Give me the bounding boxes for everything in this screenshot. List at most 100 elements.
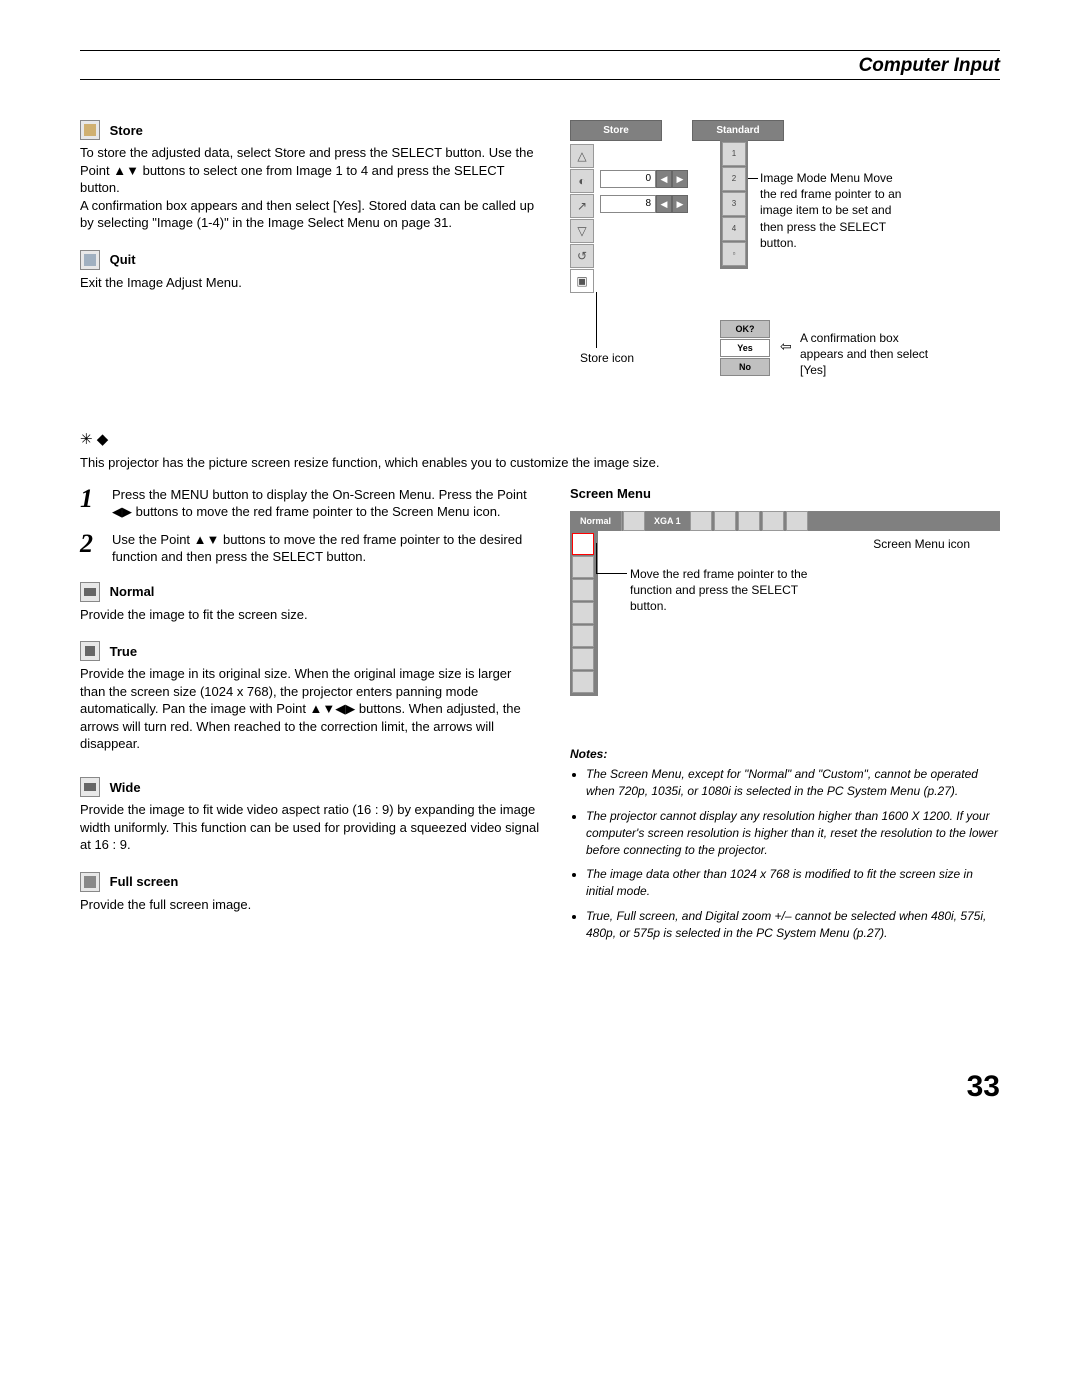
store-icon <box>80 120 100 140</box>
osd1-confirm-box: OK? Yes No <box>720 320 770 377</box>
normal-text: Provide the image to fit the screen size… <box>80 606 540 624</box>
screen-menu-title: Screen Menu <box>570 486 1000 501</box>
osd2-bar-icon-1 <box>623 511 645 531</box>
note-item: The image data other than 1024 x 768 is … <box>586 866 1000 900</box>
step-2-number: 2 <box>80 531 100 566</box>
true-section: True Provide the image in its original s… <box>80 641 540 753</box>
notes-list: The Screen Menu, except for "Normal" and… <box>570 766 1000 941</box>
notes-block: Notes: The Screen Menu, except for "Norm… <box>570 746 1000 942</box>
osd1-arrow-confirm: ⇦ <box>780 338 792 355</box>
osd2-bar: Normal XGA 1 <box>570 511 1000 531</box>
wide-icon <box>80 777 100 797</box>
osd1-up-icon: △ <box>570 144 594 168</box>
osd1-leader-store <box>596 292 597 348</box>
quit-heading: Quit <box>110 252 136 267</box>
osd1-top-standard: Standard <box>692 120 784 141</box>
osd1-no: No <box>720 358 770 376</box>
osd1-callout-image-mode: Image Mode Menu Move the red frame point… <box>760 170 910 251</box>
lower-right-column: Screen Menu Normal XGA 1 <box>570 486 1000 950</box>
osd2-bar-icon-4 <box>738 511 760 531</box>
wide-text: Provide the image to fit wide video aspe… <box>80 801 540 854</box>
osd2-bar-icon-5 <box>762 511 784 531</box>
step-1-number: 1 <box>80 486 100 521</box>
osd2-wide-icon <box>572 579 594 601</box>
top-rule <box>80 50 1000 51</box>
lower-left-column: 1 Press the MENU button to display the O… <box>80 486 540 950</box>
osd2-note-icon: Screen Menu icon <box>873 537 970 551</box>
true-heading: True <box>110 644 137 659</box>
resize-intro: This projector has the picture screen re… <box>80 454 1000 472</box>
full-icon <box>80 872 100 892</box>
osd1-ok: OK? <box>720 320 770 338</box>
osd-screen-menu: Normal XGA 1 <box>570 511 1000 696</box>
osd1-left-2: ◀ <box>656 195 672 213</box>
step-2-text: Use the Point ▲▼ buttons to move the red… <box>112 531 540 566</box>
osd2-bar-icon-6 <box>786 511 808 531</box>
page-header: Computer Input <box>80 55 1000 77</box>
section-decoration: ✳ ◆ <box>80 430 1000 448</box>
osd1-yes: Yes <box>720 339 770 357</box>
full-section: Full screen Provide the full screen imag… <box>80 872 540 914</box>
osd1-leader-1 <box>748 178 758 179</box>
osd2-bar-label: Normal <box>570 511 622 531</box>
full-text: Provide the full screen image. <box>80 896 540 914</box>
osd2-custom-icon <box>572 625 594 647</box>
osd1-down-icon: ▽ <box>570 219 594 243</box>
osd2-bar-icon-2 <box>690 511 712 531</box>
osd2-sidebar <box>570 531 598 696</box>
full-heading: Full screen <box>110 874 179 889</box>
osd2-bar-icon-3 <box>714 511 736 531</box>
osd1-val2: 8 <box>600 195 656 213</box>
step-1-text: Press the MENU button to display the On-… <box>112 486 540 521</box>
under-rule <box>80 79 1000 80</box>
true-text: Provide the image in its original size. … <box>80 665 540 753</box>
osd2-note-main: Move the red frame pointer to the functi… <box>630 566 830 615</box>
osd-image-mode: Store Standard △ ◐ ↗ ▽ ↺ ▣ 0 ◀ ▶ 8 <box>570 120 1000 420</box>
page-number: 33 <box>80 1070 1000 1104</box>
osd1-image-list: 1 2 3 4 ▫ <box>720 140 748 269</box>
osd1-img4: 4 <box>722 217 746 241</box>
normal-section: Normal Provide the image to fit the scre… <box>80 582 540 624</box>
upper-columns: Store To store the adjusted data, select… <box>80 120 1000 420</box>
osd1-top-store: Store <box>570 120 662 141</box>
osd1-callout-store: Store icon <box>580 350 680 366</box>
step-1: 1 Press the MENU button to display the O… <box>80 486 540 521</box>
osd1-topbar: Store Standard <box>570 120 784 141</box>
store-section: Store To store the adjusted data, select… <box>80 120 540 232</box>
normal-icon <box>80 582 100 602</box>
normal-heading: Normal <box>110 584 155 599</box>
store-heading: Store <box>110 123 143 138</box>
osd2-zoom-in-icon <box>572 648 594 670</box>
osd2-normal-icon <box>572 533 594 555</box>
osd1-sidebar: △ ◐ ↗ ▽ ↺ ▣ <box>570 144 594 294</box>
osd1-left-1: ◀ <box>656 170 672 188</box>
wide-heading: Wide <box>110 780 141 795</box>
osd2-zoom-out-icon <box>572 671 594 693</box>
osd1-callout-confirm: A confirmation box appears and then sele… <box>800 330 940 379</box>
osd1-img1: 1 <box>722 142 746 166</box>
osd1-right-1: ▶ <box>672 170 688 188</box>
osd1-img2: 2 <box>722 167 746 191</box>
upper-right-column: Store Standard △ ◐ ↗ ▽ ↺ ▣ 0 ◀ ▶ 8 <box>570 120 1000 420</box>
manual-page: Computer Input Store To store the adjust… <box>0 0 1080 1144</box>
quit-icon <box>80 250 100 270</box>
note-item: The Screen Menu, except for "Normal" and… <box>586 766 1000 800</box>
true-icon <box>80 641 100 661</box>
osd2-true-icon <box>572 556 594 578</box>
osd2-full-icon <box>572 602 594 624</box>
osd1-valrow-2: 8 ◀ ▶ <box>600 195 688 213</box>
osd1-right-2: ▶ <box>672 195 688 213</box>
quit-section: Quit Exit the Image Adjust Menu. <box>80 250 540 292</box>
wide-section: Wide Provide the image to fit wide video… <box>80 777 540 854</box>
note-item: True, Full screen, and Digital zoom +/– … <box>586 908 1000 942</box>
osd1-store-icon: ▣ <box>570 269 594 293</box>
note-item: The projector cannot display any resolut… <box>586 808 1000 858</box>
step-2: 2 Use the Point ▲▼ buttons to move the r… <box>80 531 540 566</box>
upper-left-column: Store To store the adjusted data, select… <box>80 120 540 420</box>
quit-text: Exit the Image Adjust Menu. <box>80 274 540 292</box>
osd1-icon-1: ◐ <box>570 169 594 193</box>
osd1-reset-icon: ↺ <box>570 244 594 268</box>
osd1-img3: 3 <box>722 192 746 216</box>
osd2-bar-mid: XGA 1 <box>646 511 689 531</box>
notes-heading: Notes: <box>570 746 1000 763</box>
